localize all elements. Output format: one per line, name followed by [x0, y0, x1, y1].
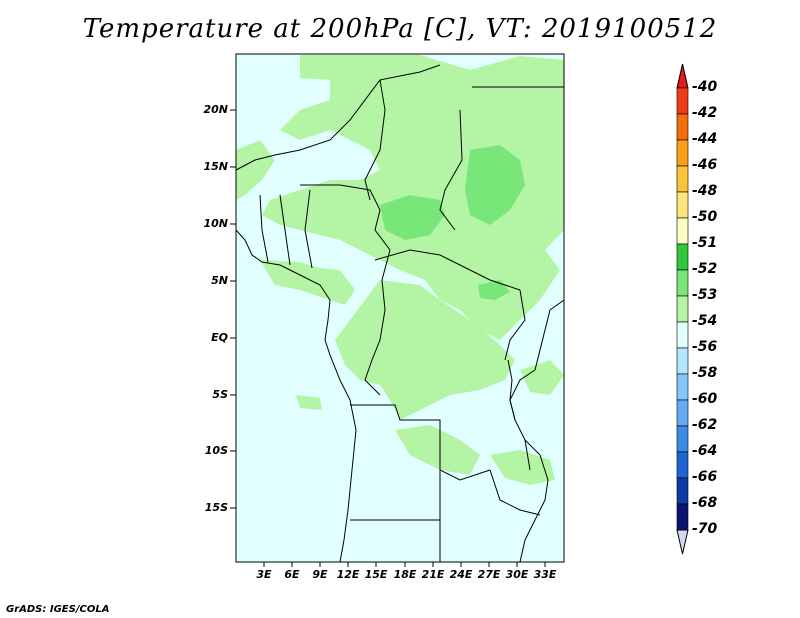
- shade-darkgreen-2: [465, 145, 525, 225]
- x-label-27e: 27E: [477, 568, 501, 581]
- colorbar-segment: [676, 295, 689, 323]
- border-central-1: [300, 184, 391, 251]
- colorbar-label-neg62: -62: [692, 417, 718, 433]
- y-label-eq: EQ: [211, 331, 228, 344]
- colorbar-segment: [676, 243, 689, 271]
- border-west-2: [279, 194, 291, 266]
- shade-sw-patch: [296, 395, 322, 410]
- shade-coast: [260, 260, 355, 305]
- colorbar-label-neg60: -60: [692, 391, 718, 407]
- chart-title: Temperature at 200hPa [C], VT: 201910051…: [82, 14, 718, 44]
- y-label-15n: 15N: [203, 160, 228, 173]
- colorbar-label-neg58: -58: [692, 365, 718, 381]
- colorbar-segment: [676, 451, 689, 479]
- colorbar-segment: [676, 503, 689, 531]
- y-label-5n: 5N: [211, 274, 228, 287]
- footer-credit: GrADS: IGES/COLA: [6, 604, 110, 615]
- y-label-20n: 20N: [203, 103, 228, 116]
- colorbar-bottom-arrow: [676, 529, 689, 555]
- shade-darkgreen-1: [380, 195, 445, 240]
- colorbar-label-neg53: -53: [692, 287, 718, 303]
- colorbar-label-neg52: -52: [692, 261, 718, 277]
- shade-south-patch: [395, 425, 480, 475]
- shade-congo: [335, 280, 515, 420]
- colorbar-label-neg44: -44: [692, 131, 718, 147]
- x-label-18e: 18E: [393, 568, 417, 581]
- y-label-15s: 15S: [204, 501, 228, 514]
- colorbar-segment: [676, 87, 689, 115]
- colorbar-label-neg50: -50: [692, 209, 718, 225]
- y-label-10n: 10N: [203, 217, 228, 230]
- border-central-4: [504, 289, 526, 361]
- x-label-12e: 12E: [336, 568, 360, 581]
- colorbar-label-neg56: -56: [692, 339, 718, 355]
- border-central-2: [374, 249, 521, 291]
- x-label-15e: 15E: [364, 568, 388, 581]
- colorbar-label-neg68: -68: [692, 495, 718, 511]
- border-south-3: [489, 469, 541, 516]
- colorbar-segment: [676, 347, 689, 375]
- x-label-21e: 21E: [421, 568, 445, 581]
- colorbar-segment: [676, 139, 689, 167]
- colorbar-segment: [676, 373, 689, 401]
- map-frame: [235, 53, 565, 563]
- cold-shading: [380, 145, 525, 300]
- colorbar-label-neg46: -46: [692, 157, 718, 173]
- colorbar-label-neg51: -51: [692, 235, 718, 251]
- shade-darkgreen-3: [478, 280, 510, 300]
- colorbar-segment: [676, 191, 689, 219]
- colorbar-segment: [676, 113, 689, 141]
- colorbar-segment: [676, 165, 689, 193]
- border-lake-2: [524, 439, 531, 471]
- x-label-6e: 6E: [284, 568, 300, 581]
- x-label-3e: 3E: [256, 568, 272, 581]
- colorbar-label-neg42: -42: [692, 105, 718, 121]
- colorbar-segment: [676, 321, 689, 349]
- y-ticks: [230, 109, 236, 509]
- border-south-1: [350, 404, 491, 481]
- border-coastline-west: [235, 229, 357, 563]
- colorbar-label-neg64: -64: [692, 443, 718, 459]
- x-label-24e: 24E: [449, 568, 473, 581]
- border-north-1: [235, 64, 441, 171]
- y-label-10s: 10S: [204, 444, 228, 457]
- x-label-30e: 30E: [505, 568, 529, 581]
- colorbar-segment: [676, 477, 689, 505]
- shade-east-patch: [520, 360, 564, 395]
- colorbar-label-neg48: -48: [692, 183, 718, 199]
- colorbar-segment: [676, 217, 689, 245]
- x-ticks: [263, 562, 546, 567]
- border-north-3: [439, 109, 463, 231]
- colorbar-label-neg70: -70: [692, 521, 718, 537]
- colorbar-label-neg40: -40: [692, 79, 718, 95]
- x-label-33e: 33E: [533, 568, 557, 581]
- shade-se-patch: [490, 450, 555, 485]
- colorbar-segment: [676, 425, 689, 453]
- colorbar-segment: [676, 399, 689, 427]
- colorbar-label-neg54: -54: [692, 313, 718, 329]
- country-borders: [235, 64, 565, 563]
- colorbar-top-arrow: [676, 63, 689, 89]
- border-west-3: [304, 189, 313, 269]
- border-west-1: [259, 194, 269, 263]
- y-label-5s: 5S: [212, 388, 228, 401]
- colorbar-label-neg66: -66: [692, 469, 718, 485]
- shade-west: [236, 140, 275, 200]
- border-central-3: [364, 249, 391, 396]
- colorbar-segment: [676, 269, 689, 297]
- border-north-2: [364, 79, 386, 201]
- border-lake-1: [507, 359, 516, 421]
- x-label-9e: 9E: [312, 568, 328, 581]
